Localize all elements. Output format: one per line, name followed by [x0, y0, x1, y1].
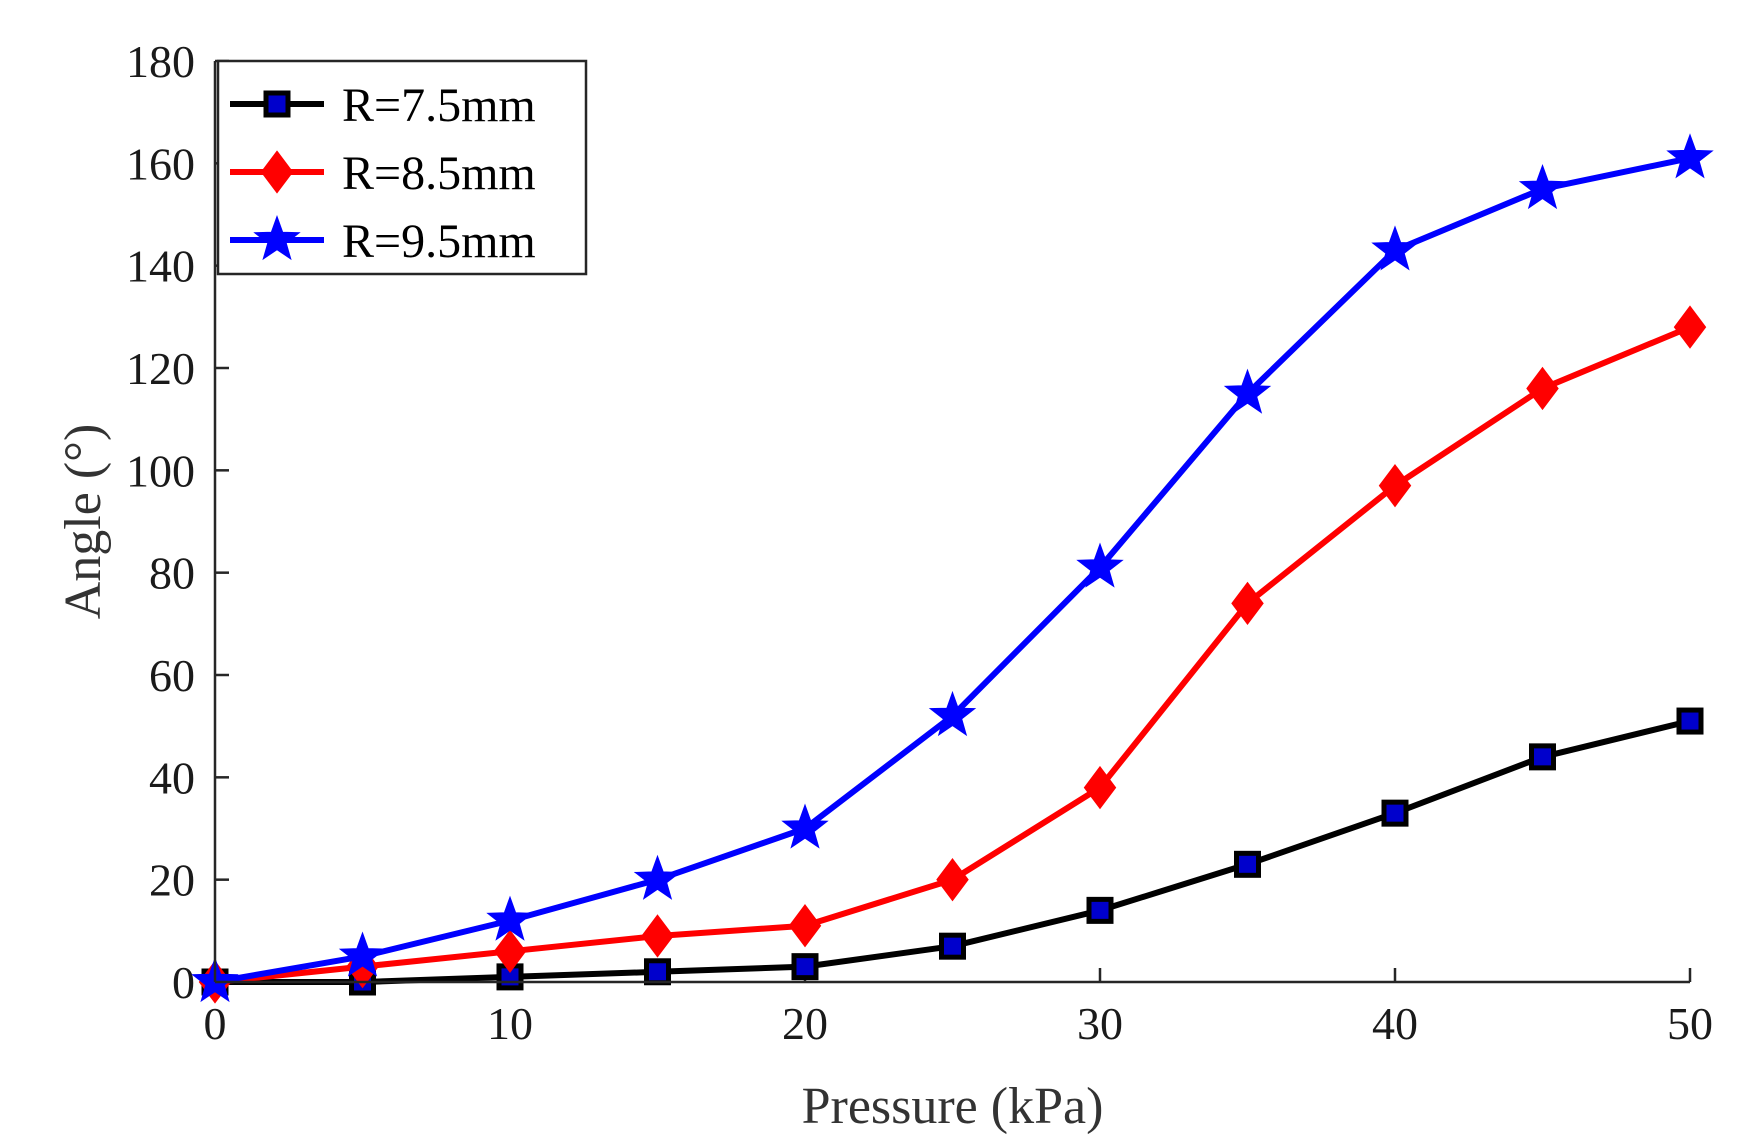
- data-point: [644, 958, 671, 986]
- y-tick-label: 60: [149, 650, 195, 701]
- data-point: [1076, 542, 1124, 588]
- legend: R=7.5mm R=8.5mm R=9.5mm: [216, 59, 588, 276]
- legend-marker: [263, 90, 291, 118]
- data-point: [1676, 707, 1704, 735]
- legend-label: R=9.5mm: [342, 215, 536, 268]
- x-axis-title: Pressure (kPa): [802, 1078, 1104, 1135]
- legend-item: R=8.5mm: [230, 147, 536, 200]
- y-tick-label: 180: [126, 36, 195, 87]
- legend-item: R=7.5mm: [230, 79, 536, 132]
- data-point: [641, 914, 674, 958]
- y-axis-ticks: 0 20 40 60 80 100 120 140 160 180: [126, 36, 229, 1008]
- data-point: [1231, 581, 1264, 626]
- data-point: [781, 803, 829, 849]
- x-tick-label: 20: [782, 998, 828, 1049]
- x-tick-label: 0: [204, 998, 227, 1049]
- y-tick-label: 20: [149, 855, 195, 906]
- y-tick-label: 0: [172, 957, 195, 1008]
- x-tick-label: 30: [1077, 998, 1123, 1049]
- y-tick-label: 80: [149, 548, 195, 599]
- legend-item: R=9.5mm: [230, 215, 536, 268]
- y-axis-title: Angle (°): [55, 424, 112, 620]
- data-point: [1666, 133, 1714, 179]
- legend-marker: [253, 215, 301, 261]
- axes: [213, 61, 1690, 984]
- data-point: [1086, 896, 1114, 924]
- series-2: [198, 305, 1707, 1004]
- data-point: [1526, 366, 1559, 411]
- y-tick-label: 120: [126, 343, 195, 394]
- data-point: [338, 931, 387, 977]
- x-tick-label: 10: [487, 998, 533, 1049]
- x-axis-ticks: 0 10 20 30 40 50: [204, 968, 1713, 1049]
- data-point: [1371, 225, 1419, 271]
- data-point: [1083, 765, 1117, 810]
- data-point: [939, 932, 966, 960]
- y-tick-label: 140: [126, 241, 195, 292]
- x-tick-label: 50: [1667, 998, 1713, 1049]
- data-point: [493, 929, 527, 973]
- y-tick-label: 40: [149, 752, 195, 803]
- data-point: [486, 895, 534, 941]
- data-point: [936, 858, 969, 902]
- y-tick-label: 160: [126, 138, 195, 189]
- data-point: [788, 904, 822, 948]
- legend-label: R=7.5mm: [342, 79, 536, 132]
- x-tick-label: 40: [1372, 998, 1418, 1049]
- data-point: [791, 953, 819, 981]
- data-point: [1673, 305, 1707, 349]
- data-point: [633, 854, 682, 900]
- y-tick-label: 100: [126, 445, 195, 496]
- data-point: [1234, 850, 1261, 878]
- series-1: [201, 707, 1704, 996]
- data-point: [928, 690, 977, 737]
- legend-marker: [260, 150, 294, 194]
- data-point: [1378, 464, 1412, 508]
- data-point: [1381, 799, 1409, 827]
- legend-label: R=8.5mm: [342, 147, 536, 200]
- data-point: [1529, 743, 1556, 771]
- data-point: [1223, 368, 1272, 414]
- data-point: [1518, 163, 1567, 210]
